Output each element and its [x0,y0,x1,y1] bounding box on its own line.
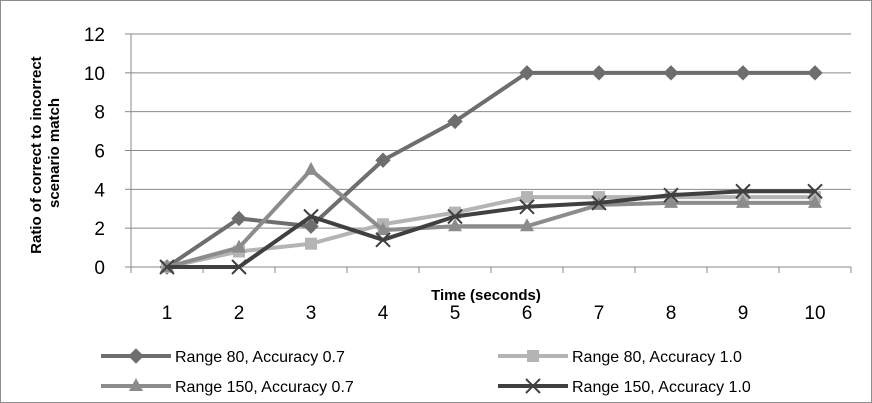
legend-label: Range 150, Accuracy 0.7 [175,379,354,396]
data-point [305,237,317,250]
data-point [591,195,607,211]
y-tick-label: 6 [94,142,105,163]
data-point [736,194,750,208]
data-point [664,194,678,208]
y-tick-label: 8 [94,103,105,124]
legend-marker [525,378,541,394]
data-point [808,194,822,208]
legend-entry: Range 150, Accuracy 1.0 [498,378,751,396]
x-tick-label: 9 [738,303,749,324]
data-point [447,113,463,130]
x-tick-label: 6 [522,303,533,324]
legend-label: Range 80, Accuracy 1.0 [572,349,742,366]
y-axis-title-line-2: scenario match [46,98,63,208]
y-tick-label: 0 [94,258,105,279]
y-tick-label: 4 [94,180,105,201]
series-line [167,189,815,269]
gridlines [131,33,851,229]
x-tick-label: 8 [666,303,677,324]
data-point [375,152,391,168]
data-point [519,65,535,81]
x-axis-title: Time (seconds) [431,287,541,304]
data-point [232,239,246,253]
legend-entry: Range 80, Accuracy 0.7 [101,348,345,366]
data-point [663,65,679,81]
data-point [231,210,247,227]
series-line [165,70,815,269]
y-tick-label: 10 [84,64,105,85]
x-tick-label: 3 [306,303,317,324]
legend-marker [129,378,143,391]
x-tick-label: 7 [594,303,605,324]
data-point [231,259,247,275]
series-layer [159,65,823,275]
legend: Range 80, Accuracy 0.7 Range 80, Accuracy… [101,348,751,396]
legend-marker [128,348,144,364]
series-3 [160,161,822,272]
legend-label: Range 80, Accuracy 0.7 [175,349,345,366]
data-point [159,259,175,275]
data-point [519,199,535,215]
x-tick-label: 2 [234,303,245,324]
legend-entry: Range 150, Accuracy 0.7 [101,378,354,396]
axis-labels: Time (seconds) Ratio of correct to incor… [28,52,541,304]
data-point [447,208,463,225]
series-4 [159,183,823,275]
series-line [166,167,815,269]
x-tick-label: 4 [378,303,389,324]
x-tick-label: 10 [804,303,825,324]
x-tick-label: 5 [450,303,461,324]
data-point [521,191,533,204]
data-point [807,65,823,81]
data-point [735,65,751,81]
data-point [303,218,319,234]
data-point [520,218,534,232]
data-point [303,208,319,225]
data-point [735,183,751,199]
data-point [375,232,391,248]
series-line [166,195,815,269]
data-point [376,222,390,236]
x-tick-label: 1 [162,303,173,324]
legend-entry: Range 80, Accuracy 1.0 [498,349,742,366]
y-tick-label: 12 [84,25,105,46]
data-point [448,218,462,232]
data-point [663,187,679,203]
data-point [807,183,823,199]
data-point [304,161,318,175]
y-axis-title: Ratio of correct to incorrect scenario m… [28,52,63,254]
y-axis-title-line-1: Ratio of correct to incorrect [28,56,45,254]
y-tick-label: 2 [94,219,105,240]
legend-marker [527,350,539,362]
legend-label: Range 150, Accuracy 1.0 [572,379,751,396]
data-point [591,65,607,81]
series-1 [159,65,823,275]
